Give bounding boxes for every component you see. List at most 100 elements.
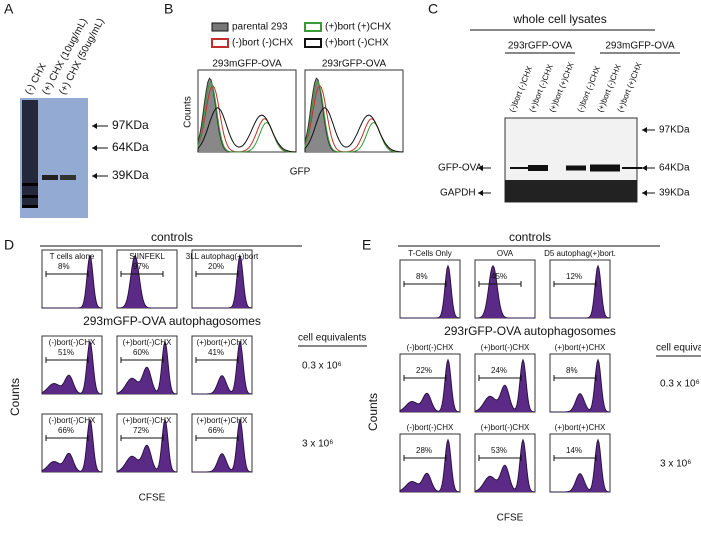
hist (474, 438, 536, 493)
plot-title: SIINFEKL (129, 252, 165, 261)
percent: 51% (58, 348, 74, 357)
band (510, 167, 530, 169)
row-label: 3 x 10⁶ (660, 459, 691, 470)
percent: 53% (491, 446, 507, 455)
group: 293rGFP-OVA (508, 41, 573, 52)
hist (304, 107, 404, 153)
plot-title: OVA (497, 249, 514, 258)
band (590, 164, 620, 172)
hist (116, 418, 178, 473)
percent: 12% (566, 272, 582, 281)
percent: 28% (416, 446, 432, 455)
plot-title: (+)bort(+)CHX (555, 343, 606, 352)
hist (197, 81, 296, 153)
plot-title: (-)bort(-)CHX (407, 343, 454, 352)
row-label: 0.3 x 10⁶ (302, 361, 342, 372)
legend-label: (+)bort (+)CHX (325, 22, 391, 33)
plot-title: (+)bort(-)CHX (481, 343, 530, 352)
axis-label: GFP (290, 167, 311, 178)
legend-label: (-)bort (-)CHX (232, 38, 293, 49)
band-row (505, 180, 637, 202)
arrow-head (642, 127, 647, 133)
plot-title: (-)bort(-)CHX (49, 416, 96, 425)
hist (399, 358, 461, 413)
percent: 8% (58, 262, 70, 271)
row-label: GAPDH (440, 188, 476, 199)
hist (400, 264, 461, 319)
label: D (4, 237, 14, 253)
plot-title: (-)bort(-)CHX (407, 423, 454, 432)
plot-title: (+)bort(+)CHX (555, 423, 606, 432)
column-label: cell equivalents (656, 343, 701, 354)
row-label: 3 x 10⁶ (302, 439, 333, 450)
plot-title: (-)bort(-)CHX (49, 338, 96, 347)
arrow-head (478, 165, 483, 171)
percent: 8% (416, 272, 428, 281)
group: 293mGFP-OVA (605, 41, 675, 52)
hist (197, 107, 297, 153)
percent: 24% (491, 366, 507, 375)
hist (304, 81, 403, 153)
arrow-head (92, 123, 97, 129)
band (622, 167, 642, 169)
header: whole cell lysates (512, 12, 606, 26)
legend-label: parental 293 (232, 22, 288, 33)
plot-title: D5 autophag(+)bort. (544, 249, 616, 258)
hist (192, 340, 253, 395)
plot-title: (+)bort(-)CHX (481, 423, 530, 432)
plot-frame (474, 259, 536, 319)
row-label: 0.3 x 10⁶ (660, 379, 700, 390)
band (528, 165, 548, 171)
axis-label: CFSE (139, 493, 166, 504)
section-title: controls (509, 230, 551, 244)
hist (475, 264, 535, 319)
axis-label: Counts (183, 96, 194, 128)
plot-title: (+)bort(+)CHX (197, 416, 248, 425)
marker: 97KDa (659, 125, 690, 136)
plot-title: 3LL autophag(+)bort (186, 252, 259, 261)
hist (550, 264, 611, 319)
marker: 64KDa (659, 163, 690, 174)
hist (550, 438, 611, 493)
band (42, 175, 58, 180)
marker: 39KDa (112, 168, 149, 182)
plot-title: 293mGFP-OVA (212, 59, 282, 70)
percent: 14% (566, 446, 582, 455)
band (22, 205, 38, 208)
legend-swatch (304, 22, 322, 32)
label: A (4, 1, 14, 17)
hist (116, 340, 178, 395)
hist (42, 254, 103, 309)
label: E (362, 237, 371, 253)
hist (192, 254, 253, 309)
percent: 22% (416, 366, 432, 375)
percent: 97% (133, 262, 149, 271)
plot-title: (+)bort(-)CHX (123, 416, 172, 425)
arrow-head (92, 145, 97, 151)
smear (22, 100, 38, 205)
percent: 20% (208, 262, 224, 271)
plot-title: T-Cells Only (408, 249, 452, 258)
section-title: 293mGFP-OVA autophagosomes (83, 314, 261, 328)
plot-title: (+)bort(-)CHX (123, 338, 172, 347)
label: B (164, 1, 173, 17)
hist (41, 340, 103, 395)
section-title: 293rGFP-OVA autophagosomes (444, 324, 616, 338)
band (566, 165, 586, 171)
percent: 8% (566, 366, 578, 375)
hist (399, 438, 461, 493)
percent: 45% (491, 272, 507, 281)
percent: 60% (133, 348, 149, 357)
axis-label: CFSE (497, 513, 524, 524)
percent: 72% (133, 426, 149, 435)
legend-swatch (211, 38, 229, 48)
axis-label: Counts (8, 378, 22, 416)
column-label: cell equivalents (298, 333, 366, 344)
hist (550, 358, 611, 413)
plot-title: 293rGFP-OVA (322, 59, 387, 70)
legend-swatch (211, 22, 229, 32)
legend-label: (+)bort (-)CHX (325, 38, 389, 49)
marker: 39KDa (659, 188, 690, 199)
percent: 66% (58, 426, 74, 435)
